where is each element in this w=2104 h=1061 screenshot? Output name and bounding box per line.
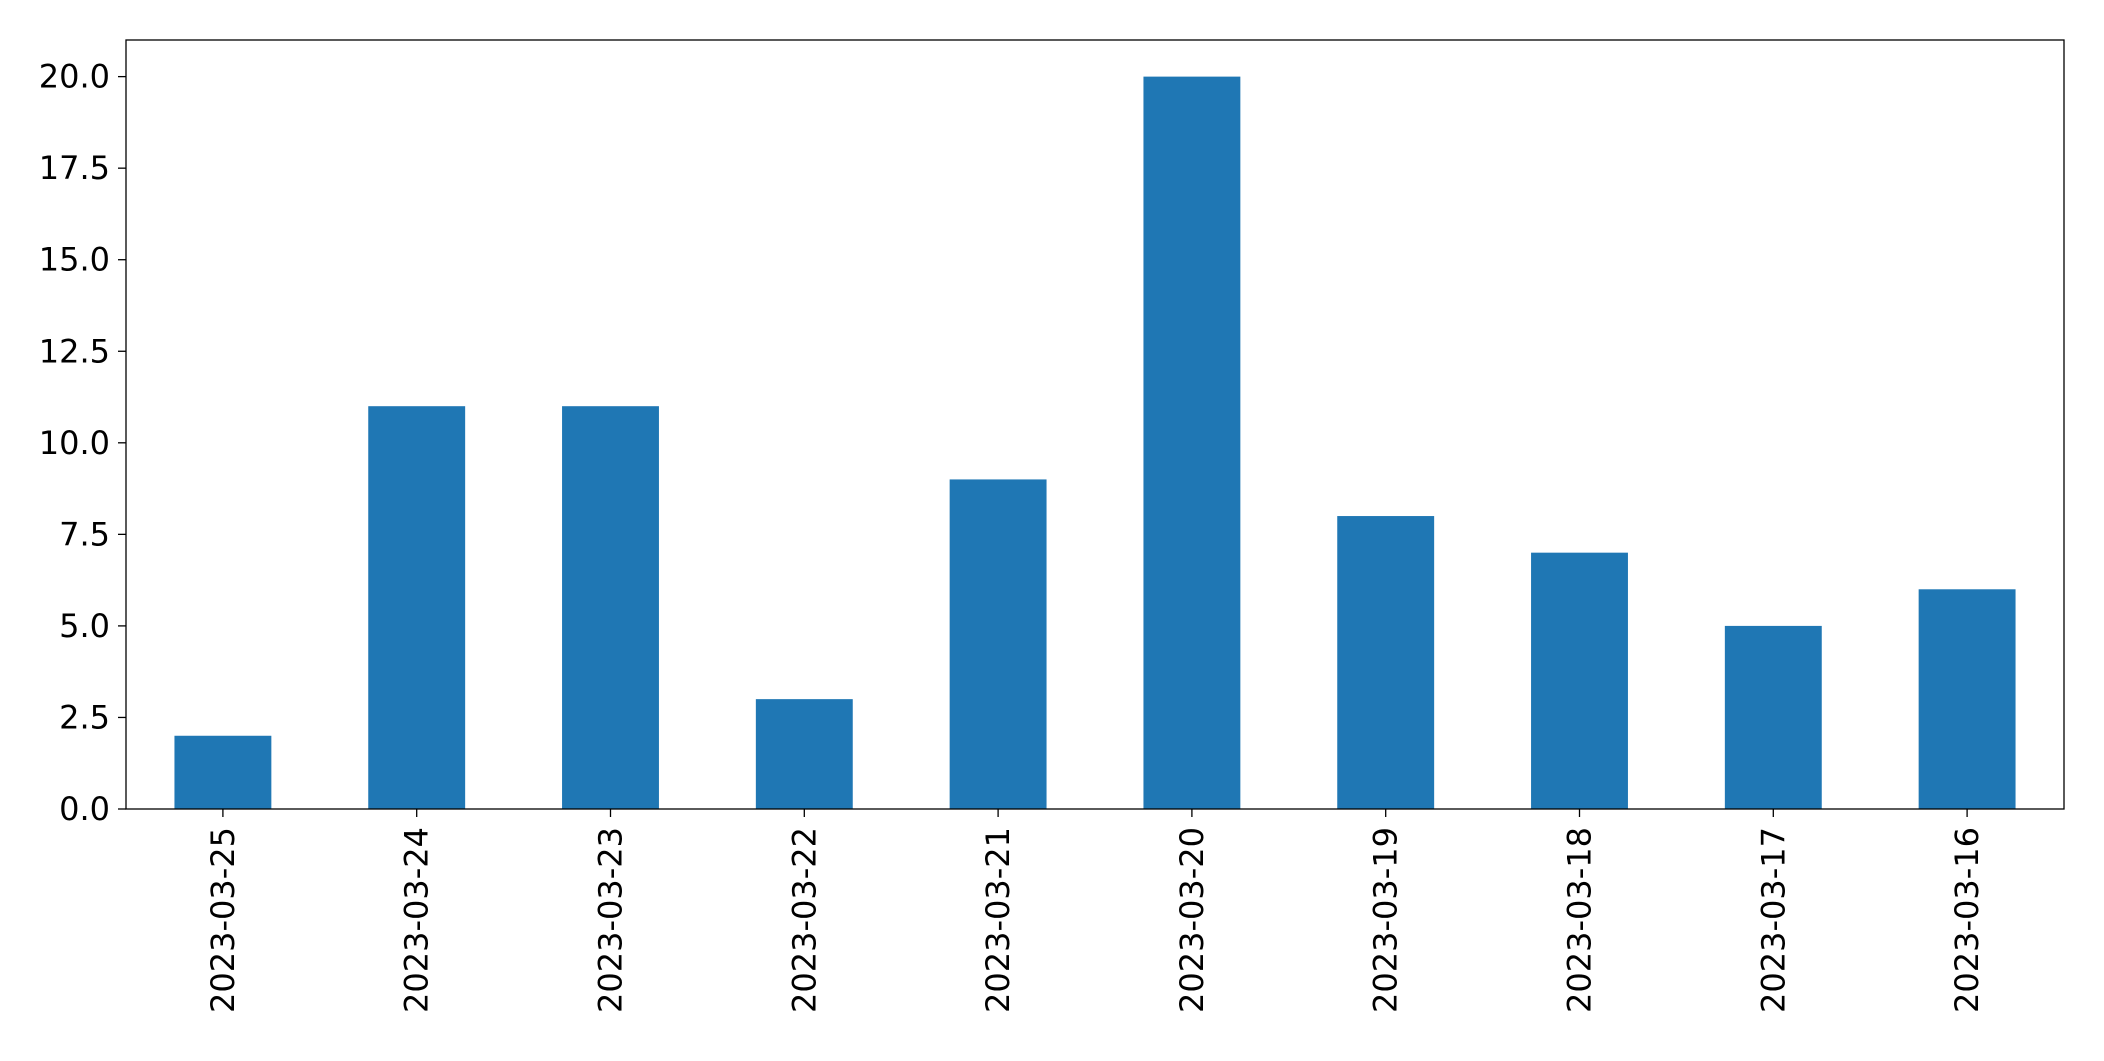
bar — [1143, 76, 1241, 810]
x-tick-label: 2023-03-18 — [1561, 827, 1599, 1013]
x-tick-label: 2023-03-22 — [785, 827, 823, 1013]
y-tick-label: 0.0 — [59, 790, 110, 828]
y-tick-label: 12.5 — [39, 332, 110, 370]
bar — [368, 406, 466, 809]
x-tick-label: 2023-03-24 — [398, 827, 436, 1013]
bar — [174, 735, 272, 809]
bar — [1531, 552, 1628, 809]
y-tick-label: 17.5 — [39, 149, 110, 187]
y-tick-label: 10.0 — [39, 424, 110, 462]
x-tick-label: 2023-03-19 — [1367, 827, 1405, 1013]
x-tick-label: 2023-03-21 — [979, 827, 1017, 1013]
y-tick-label: 20.0 — [39, 58, 110, 96]
bar — [1337, 516, 1435, 809]
x-tick-label: 2023-03-17 — [1754, 827, 1792, 1013]
bar — [562, 406, 659, 809]
x-tick-label: 2023-03-23 — [592, 827, 630, 1013]
bar — [1724, 625, 1822, 809]
y-tick-label: 2.5 — [59, 698, 110, 736]
x-tick-label: 2023-03-25 — [204, 827, 242, 1013]
bar — [1918, 589, 2016, 809]
y-tick-label: 15.0 — [39, 241, 110, 279]
plot-frame — [125, 39, 2065, 810]
y-tick-label: 5.0 — [59, 607, 110, 645]
bar — [949, 479, 1047, 809]
x-tick-label: 2023-03-20 — [1173, 827, 1211, 1013]
y-tick-label: 7.5 — [59, 515, 110, 553]
x-tick-label: 2023-03-16 — [1948, 827, 1986, 1013]
bar — [755, 699, 853, 809]
